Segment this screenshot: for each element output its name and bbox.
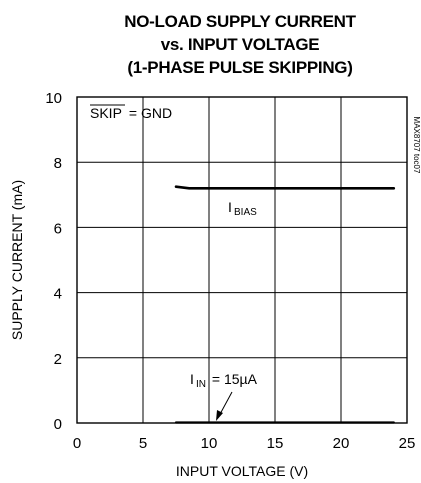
y-tick-label-4: 8 <box>54 155 62 172</box>
y-tick-label-0: 0 <box>54 416 62 433</box>
y-axis-label: SUPPLY CURRENT (mA) <box>9 180 25 340</box>
x-tick-label-5: 25 <box>399 435 416 452</box>
bias-label-sub: BIAS <box>234 207 257 218</box>
series-line-0 <box>174 185 396 190</box>
bias-annotation: I BIAS <box>228 199 257 218</box>
grid-lines <box>77 97 407 423</box>
in-arrow-head <box>216 410 223 421</box>
y-tick-label-1: 2 <box>54 351 62 368</box>
skip-label: SKIP <box>90 105 122 121</box>
x-tick-label-0: 0 <box>73 435 81 452</box>
chart-title: NO-LOAD SUPPLY CURRENT vs. INPUT VOLTAGE… <box>124 12 357 77</box>
y-tick-label-2: 4 <box>54 286 62 303</box>
x-tick-label-4: 20 <box>333 435 350 452</box>
condition-annotation: SKIP = GND <box>90 104 172 121</box>
in-arrow-line <box>218 391 233 417</box>
figure-code: MAX8707 toc07 <box>412 117 421 174</box>
x-tick-label-1: 5 <box>139 435 147 452</box>
chart-title-line-2: vs. INPUT VOLTAGE <box>161 35 320 54</box>
series-group <box>174 185 396 424</box>
x-tick-labels: 0 5 10 15 20 25 <box>73 435 416 452</box>
y-tick-label-3: 6 <box>54 220 62 237</box>
y-tick-labels: 0 2 4 6 8 10 <box>45 90 62 433</box>
x-axis-label: INPUT VOLTAGE (V) <box>176 463 308 479</box>
in-label-value: = 15µA <box>208 371 258 387</box>
in-label-sub: IN <box>196 379 206 390</box>
gnd-label: = GND <box>125 105 172 121</box>
bias-label-main: I <box>228 199 232 215</box>
in-annotation: I IN = 15µA <box>190 371 258 421</box>
x-tick-label-3: 15 <box>267 435 284 452</box>
chart-title-line-3: (1-PHASE PULSE SKIPPING) <box>127 58 352 77</box>
chart-title-line-1: NO-LOAD SUPPLY CURRENT <box>124 12 356 31</box>
y-tick-label-5: 10 <box>45 90 62 107</box>
x-tick-label-2: 10 <box>201 435 218 452</box>
in-label-main: I <box>190 371 194 387</box>
